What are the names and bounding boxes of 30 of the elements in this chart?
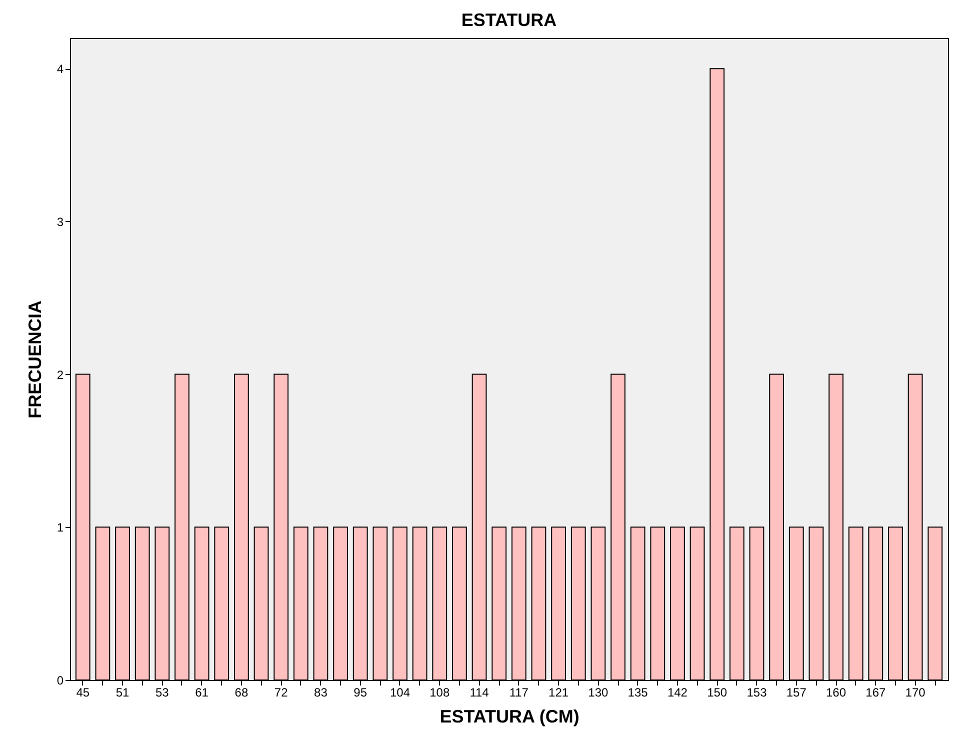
chart-title: ESTATURA [461,10,557,30]
x-tick-label: 53 [155,686,170,700]
x-tick-label: 150 [707,686,728,700]
x-tick-label: 68 [234,686,248,700]
x-tick-label: 153 [746,686,768,700]
x-tick-label: 117 [509,686,529,700]
y-tick-label: 2 [56,368,64,382]
x-tick-label: 157 [786,686,807,700]
x-tick-label: 95 [354,686,368,700]
y-axis-title: FRECUENCIA [24,300,45,419]
x-tick-label: 121 [548,686,569,700]
y-tick-label: 3 [56,214,64,229]
y-tick-label: 0 [56,674,64,688]
x-axis-title: ESTATURA (CM) [440,706,580,726]
x-tick-label: 83 [314,686,328,700]
y-tick-label: 4 [56,62,64,76]
x-tick-label: 130 [588,686,609,700]
x-tick-label: 167 [866,686,886,700]
x-tick-label: 108 [430,686,450,700]
x-tick-label: 170 [905,686,926,700]
x-tick-label: 72 [274,686,288,700]
x-tick-label: 142 [667,686,688,700]
x-tick-label: 51 [116,686,130,700]
x-tick-label: 135 [628,686,648,700]
x-tick-label: 61 [195,686,209,700]
x-tick-label: 104 [390,686,410,700]
y-tick-label: 1 [56,520,64,535]
x-tick-label: 45 [76,686,90,700]
x-tick-label: 160 [826,686,846,700]
x-tick-label: 114 [470,686,490,700]
